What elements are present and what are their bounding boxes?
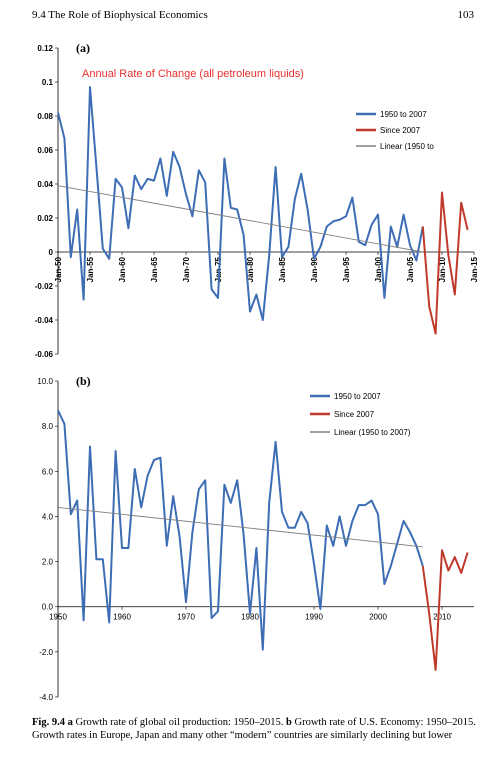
series-line-b-0 [57,409,424,651]
caption-fig-label: Fig. 9.4 [32,717,65,728]
y-tick-label-b-1: 8.0 [42,422,54,431]
legend-label-b-1: Since 2007 [334,410,375,419]
caption-a-text: Growth rate of global oil production: 19… [72,717,287,728]
legend-label-a-2: Linear (1950 to [380,142,434,151]
x-tick-label-b-5: 2000 [369,613,387,622]
x-tick-label-a-7: Jan-85 [278,256,287,282]
x-tick-label-a-3: Jan-65 [150,256,159,282]
x-tick-label-a-6: Jan-80 [246,256,255,282]
x-tick-label-a-10: Jan-00 [374,256,383,282]
y-tick-label-a-9: -0.06 [35,350,54,359]
panel-label-b: (b) [76,374,91,388]
y-tick-label-b-6: -2.0 [39,648,53,657]
legend-label-b-2: Linear (1950 to 2007) [334,428,411,437]
running-header: 9.4 The Role of Biophysical Economics [32,9,208,21]
y-tick-label-a-1: 0.1 [42,78,54,87]
x-tick-label-a-0: Jan-50 [54,256,63,282]
y-tick-label-b-7: -4.0 [39,693,53,702]
x-tick-label-a-8: Jan-90 [310,256,319,282]
x-tick-label-a-12: Jan-10 [438,256,447,282]
series-line-b-1 [421,549,469,671]
y-tick-label-a-4: 0.04 [37,180,53,189]
y-tick-label-a-2: 0.08 [37,112,53,121]
x-tick-label-a-13: Jan-15 [470,256,479,282]
page-number: 103 [457,9,475,21]
legend-label-b-0: 1950 to 2007 [334,392,381,401]
x-tick-label-a-9: Jan-95 [342,256,351,282]
x-tick-label-a-1: Jan-55 [86,256,95,282]
x-tick-label-a-2: Jan-60 [118,256,127,282]
y-tick-label-a-5: 0.02 [37,214,53,223]
figure-caption: Fig. 9.4 a Growth rate of global oil pro… [32,716,480,742]
x-tick-label-b-1: 1960 [113,613,131,622]
x-tick-label-b-4: 1990 [305,613,323,622]
legend-label-a-0: 1950 to 2007 [380,110,427,119]
x-tick-label-b-0: 1950 [49,613,67,622]
x-tick-label-b-3: 1980 [241,613,259,622]
series-line-a-0 [57,86,424,321]
series-line-b-2 [57,506,423,548]
x-tick-label-a-4: Jan-70 [182,256,191,282]
y-tick-label-a-7: -0.02 [35,282,54,291]
y-tick-label-b-4: 2.0 [42,558,54,567]
series-line-a-1 [421,191,469,335]
y-tick-label-b-3: 4.0 [42,512,54,521]
y-tick-label-a-6: 0 [49,248,54,257]
panel-label-a: (a) [76,41,90,55]
y-tick-label-b-2: 6.0 [42,467,54,476]
x-tick-label-a-11: Jan-05 [406,256,415,282]
caption-b-letter: b [286,717,292,728]
y-tick-label-b-5: 0.0 [42,603,54,612]
y-tick-label-b-0: 10.0 [37,377,53,386]
y-tick-label-a-8: -0.04 [35,316,54,325]
x-tick-label-b-6: 2010 [433,613,451,622]
y-tick-label-a-3: 0.06 [37,146,53,155]
legend-label-a-1: Since 2007 [380,126,421,135]
x-tick-label-b-2: 1970 [177,613,195,622]
caption-a-letter: a [67,717,73,728]
caption-b-text: Growth rate of U.S. Economy: 1950–2015. … [32,717,476,741]
y-tick-label-a-0: 0.12 [37,44,53,53]
series-line-a-2 [57,185,423,253]
chart-title-a: Annual Rate of Change (all petroleum liq… [82,68,304,80]
